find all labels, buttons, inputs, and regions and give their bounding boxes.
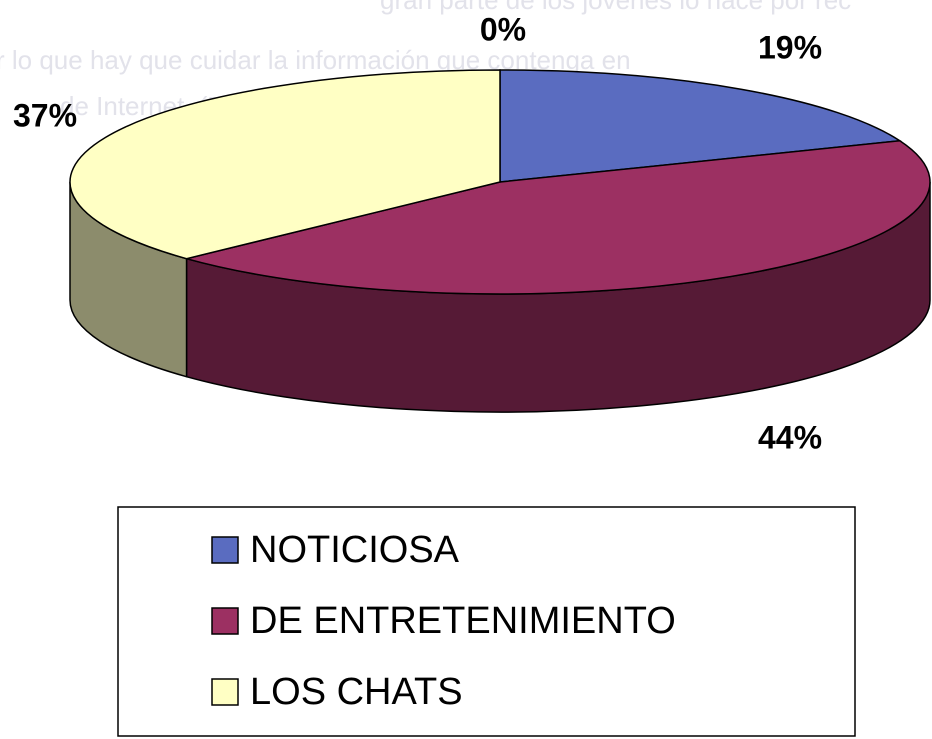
data-label: 44%: [758, 419, 822, 455]
legend-swatch: [211, 536, 239, 564]
legend-label: DE ENTRETENIMIENTO: [250, 600, 676, 642]
pie-slice: [69, 69, 501, 260]
legend-swatch: [211, 607, 239, 635]
pie-slice: [499, 69, 902, 183]
legend-label: NOTICIOSA: [250, 529, 460, 571]
legend-label: LOS CHATS: [250, 671, 463, 713]
legend-swatch: [211, 678, 239, 706]
data-label: 37%: [13, 97, 77, 133]
pie-slice: [183, 139, 931, 295]
data-label: 19%: [758, 29, 822, 65]
background-text: gran parte de los jóvenes lo hace por re…: [380, 0, 851, 15]
data-label: 0%: [480, 11, 526, 47]
legend-box: [117, 506, 856, 737]
